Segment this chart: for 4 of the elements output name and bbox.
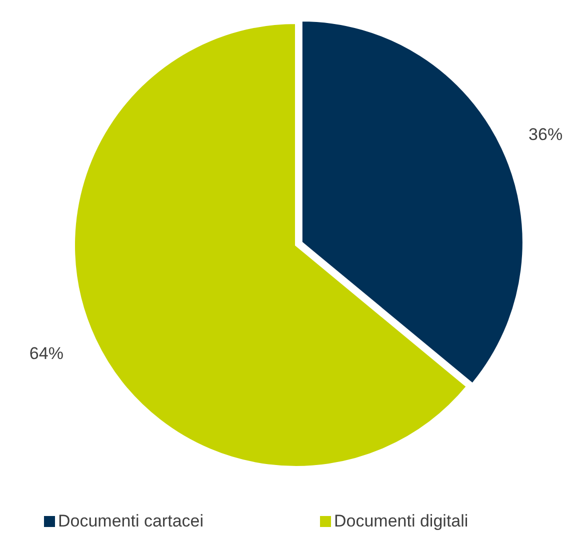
legend-label: Documenti cartacei [58, 511, 204, 530]
data-label: 36% [528, 125, 563, 144]
data-label: 64% [29, 344, 64, 363]
legend-label: Documenti digitali [334, 511, 468, 530]
